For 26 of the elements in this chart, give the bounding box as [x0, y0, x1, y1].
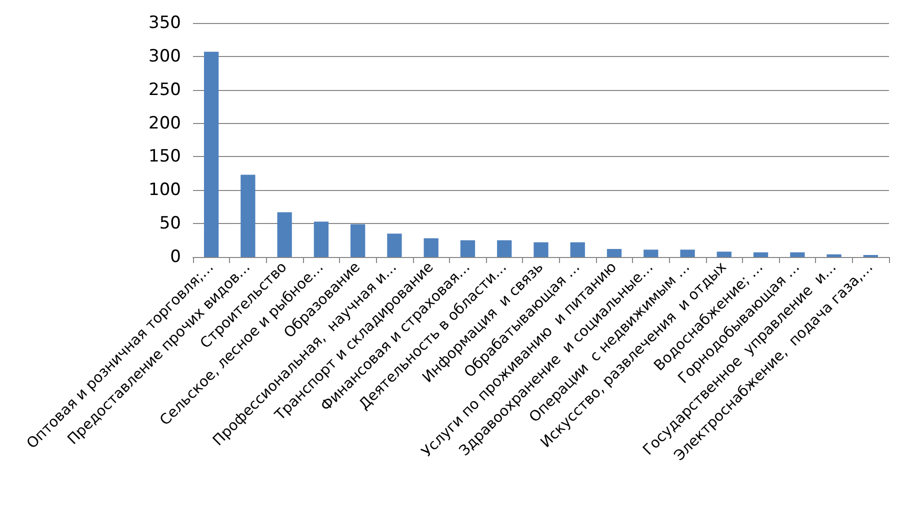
y-tick-label: 250 [148, 80, 181, 100]
y-tick-label: 0 [170, 247, 181, 267]
bar [387, 234, 402, 257]
y-tick-label: 150 [148, 146, 181, 167]
bar [826, 254, 842, 257]
bar [314, 222, 329, 257]
y-tick-label: 100 [148, 180, 181, 200]
bar [534, 242, 548, 257]
y-tick-label: 50 [159, 214, 181, 234]
y-tick-label: 200 [148, 113, 181, 134]
bar [350, 224, 366, 257]
bar [753, 252, 768, 257]
bar [460, 240, 476, 257]
y-tick-label: 350 [148, 13, 181, 33]
bar [570, 242, 585, 257]
bar [606, 248, 622, 257]
bar [716, 252, 732, 257]
bar [240, 174, 256, 257]
bar [644, 250, 658, 257]
bar [790, 252, 805, 257]
bar [497, 240, 512, 257]
y-tick-label: 300 [148, 46, 181, 66]
bar [424, 238, 438, 257]
bar [680, 250, 695, 257]
bar [277, 212, 292, 257]
bar [204, 52, 219, 257]
